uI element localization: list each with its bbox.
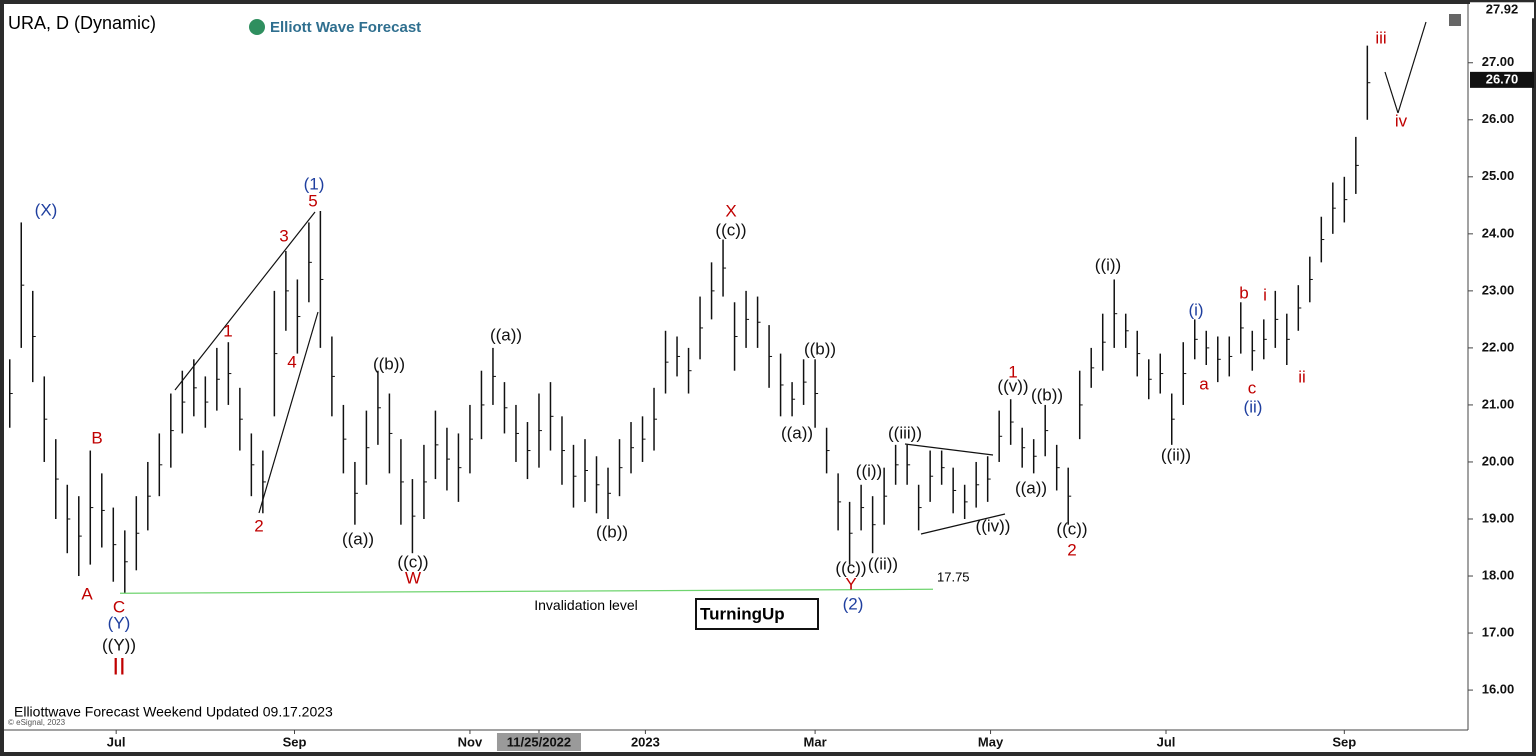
footer-text: Elliottwave Forecast Weekend Updated 09.…	[14, 704, 333, 720]
wave-label: ii	[1298, 367, 1306, 386]
wave-label: 5	[308, 191, 317, 210]
wave-label: ((b))	[596, 522, 628, 541]
wave-label: 2	[1067, 540, 1076, 559]
wave-label: X	[725, 201, 736, 220]
y-tick-label: 27.00	[1482, 54, 1515, 69]
wave-label: 2	[254, 516, 263, 535]
wave-label: C	[113, 597, 125, 616]
wave-label: W	[405, 568, 421, 587]
wave-label: B	[91, 428, 102, 447]
wave-label: i	[1263, 285, 1267, 304]
wave-label: ((c))	[715, 220, 746, 239]
wave-label: ((i))	[1095, 255, 1121, 274]
wave-label: ((iii))	[888, 423, 922, 442]
wave-line	[1384, 71, 1399, 114]
wave-label: (2)	[843, 594, 864, 613]
x-tick-label: Jul	[107, 734, 126, 749]
y-tick-label: 19.00	[1482, 510, 1515, 525]
wave-label: ((v))	[997, 376, 1028, 395]
wave-label: ((c))	[397, 552, 428, 571]
wave-label: iii	[1375, 28, 1386, 47]
wave-label: ((c))	[835, 558, 866, 577]
x-tick-label: Nov	[458, 734, 483, 749]
wave-label: ((b))	[1031, 385, 1063, 404]
wave-label: ((a))	[1015, 478, 1047, 497]
wave-line	[258, 311, 319, 514]
settings-icon[interactable]	[1449, 14, 1461, 26]
x-tick-label: Jul	[1157, 734, 1176, 749]
x-tick-label: 11/25/2022	[507, 734, 571, 749]
wave-label: 1	[1008, 362, 1017, 381]
x-tick-label: Mar	[804, 734, 827, 749]
wave-label: c	[1248, 378, 1257, 397]
price-tag-bg	[1470, 71, 1534, 88]
wave-label: Y	[845, 574, 856, 593]
wave-label: (Y)	[108, 613, 131, 632]
wave-label: ((Y))	[102, 635, 136, 654]
badge: TurningUp	[700, 604, 785, 623]
price-tag: 26.70	[1486, 71, 1519, 86]
price-tag-bg	[1470, 2, 1534, 19]
wave-line	[904, 443, 994, 456]
wave-label: ((a))	[490, 325, 522, 344]
wave-label: iv	[1395, 111, 1408, 130]
wave-label: 3	[279, 226, 288, 245]
wave-label: ((i))	[856, 461, 882, 480]
wave-label: ((c))	[1056, 519, 1087, 538]
wave-label: (i)	[1188, 300, 1203, 319]
brand-name: Elliott Wave Forecast	[270, 19, 421, 36]
y-tick-label: 21.00	[1482, 396, 1515, 411]
badge-box	[695, 598, 819, 630]
invalidation-line	[119, 588, 934, 594]
y-tick-label: 22.00	[1482, 339, 1515, 354]
y-tick-label: 17.00	[1482, 624, 1515, 639]
invalidation-text: Invalidation level	[534, 597, 638, 613]
y-tick-label: 16.00	[1482, 682, 1515, 697]
wave-line	[1397, 21, 1427, 114]
wave-label: ((iv))	[976, 516, 1011, 535]
wave-label: ((ii))	[1161, 445, 1191, 464]
x-tick-label: Sep	[1332, 734, 1356, 749]
x-tick-label: 2023	[631, 734, 660, 749]
wave-line	[174, 211, 316, 391]
x-tick-label: May	[978, 734, 1004, 749]
wave-label: ((b))	[804, 339, 836, 358]
y-tick-label: 26.00	[1482, 111, 1515, 126]
wave-label: 1	[223, 321, 232, 340]
wave-label: (ii)	[1244, 397, 1263, 416]
copyright: © eSignal, 2023	[8, 718, 66, 727]
x-tick-label: Sep	[283, 734, 307, 749]
x-highlight	[496, 733, 581, 751]
wave-label: ((ii))	[868, 554, 898, 573]
wave-label: 4	[287, 352, 296, 371]
wave-label: II	[112, 653, 125, 680]
wave-label: (X)	[35, 200, 58, 219]
wave-label: ((a))	[342, 529, 374, 548]
wave-line	[920, 513, 1006, 535]
y-tick-label: 23.00	[1482, 282, 1515, 297]
wave-label: ((a))	[781, 423, 813, 442]
wave-label: A	[81, 584, 93, 603]
price-tag: 27.92	[1486, 2, 1519, 17]
y-tick-label: 20.00	[1482, 453, 1515, 468]
y-tick-label: 25.00	[1482, 168, 1515, 183]
y-tick-label: 18.00	[1482, 567, 1515, 582]
wave-label: ((b))	[373, 354, 405, 373]
invalidation-value: 17.75	[937, 570, 970, 585]
wave-label: (1)	[304, 174, 325, 193]
wave-label: b	[1239, 283, 1248, 302]
y-tick-label: 24.00	[1482, 225, 1515, 240]
wave-label: a	[1199, 374, 1209, 393]
chart-title: URA, D (Dynamic)	[8, 13, 156, 33]
brand-logo	[249, 19, 265, 35]
